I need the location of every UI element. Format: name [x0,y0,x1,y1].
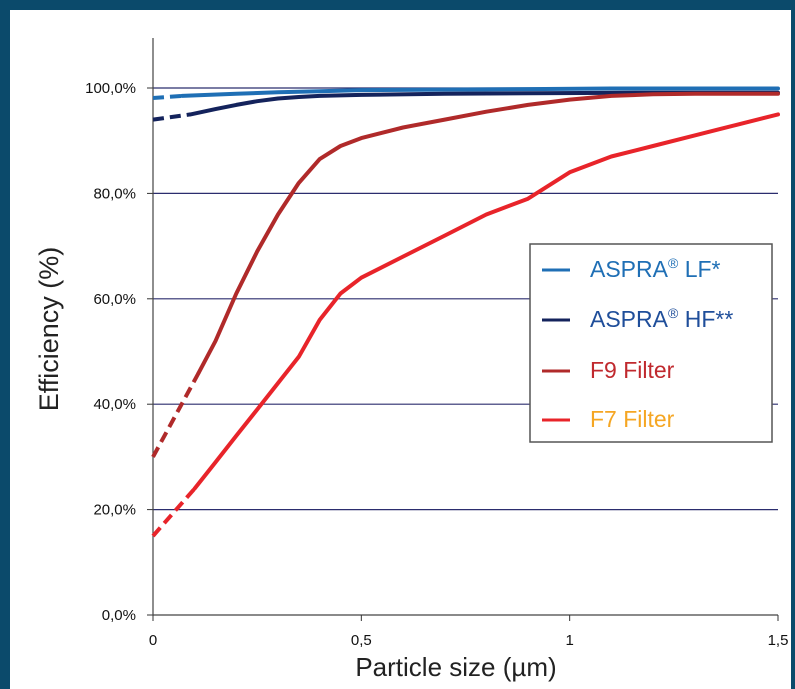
legend-label: ASPRA® HF** [590,305,733,332]
tick-labels: 0,0% 20,0% 40,0% 60,0% 80,0% 100,0% 0 0,5 1 1,5 [85,80,788,649]
series-layer [151,86,780,538]
y-tick-label: 60,0% [93,291,136,308]
series-line-2 [196,91,780,375]
legend-label: F9 Filter [590,357,675,383]
series-line-dashed-2 [151,371,201,458]
legend-label: ASPRA® LF* [590,255,721,282]
series-line-dashed-1 [152,112,191,122]
legend-box [529,243,773,443]
series-line-0 [180,86,780,98]
y-tick-label: 20,0% [93,502,136,519]
legend: ASPRA® LF* ASPRA® HF** F9 Filter F7 Filter [529,243,773,443]
x-tick-label: 0,5 [351,632,372,649]
y-tick-label: 40,0% [93,396,136,413]
series-line-dashed-3 [151,487,197,538]
x-axis-title: Particle size (µm) [355,652,556,682]
x-tick-label: 1,5 [768,632,789,649]
y-tick-label: 0,0% [102,607,136,624]
x-tick-label: 0 [149,632,157,649]
series-line-3 [192,112,780,491]
series-line-dashed-0 [152,93,183,100]
y-axis-title: Efficiency (%) [34,247,64,412]
legend-label: F7 Filter [590,406,675,432]
axes-layer [147,38,779,621]
y-tick-label: 80,0% [93,185,136,202]
series-line-1 [188,90,780,117]
y-tick-label: 100,0% [85,80,136,97]
x-tick-label: 1 [565,632,573,649]
